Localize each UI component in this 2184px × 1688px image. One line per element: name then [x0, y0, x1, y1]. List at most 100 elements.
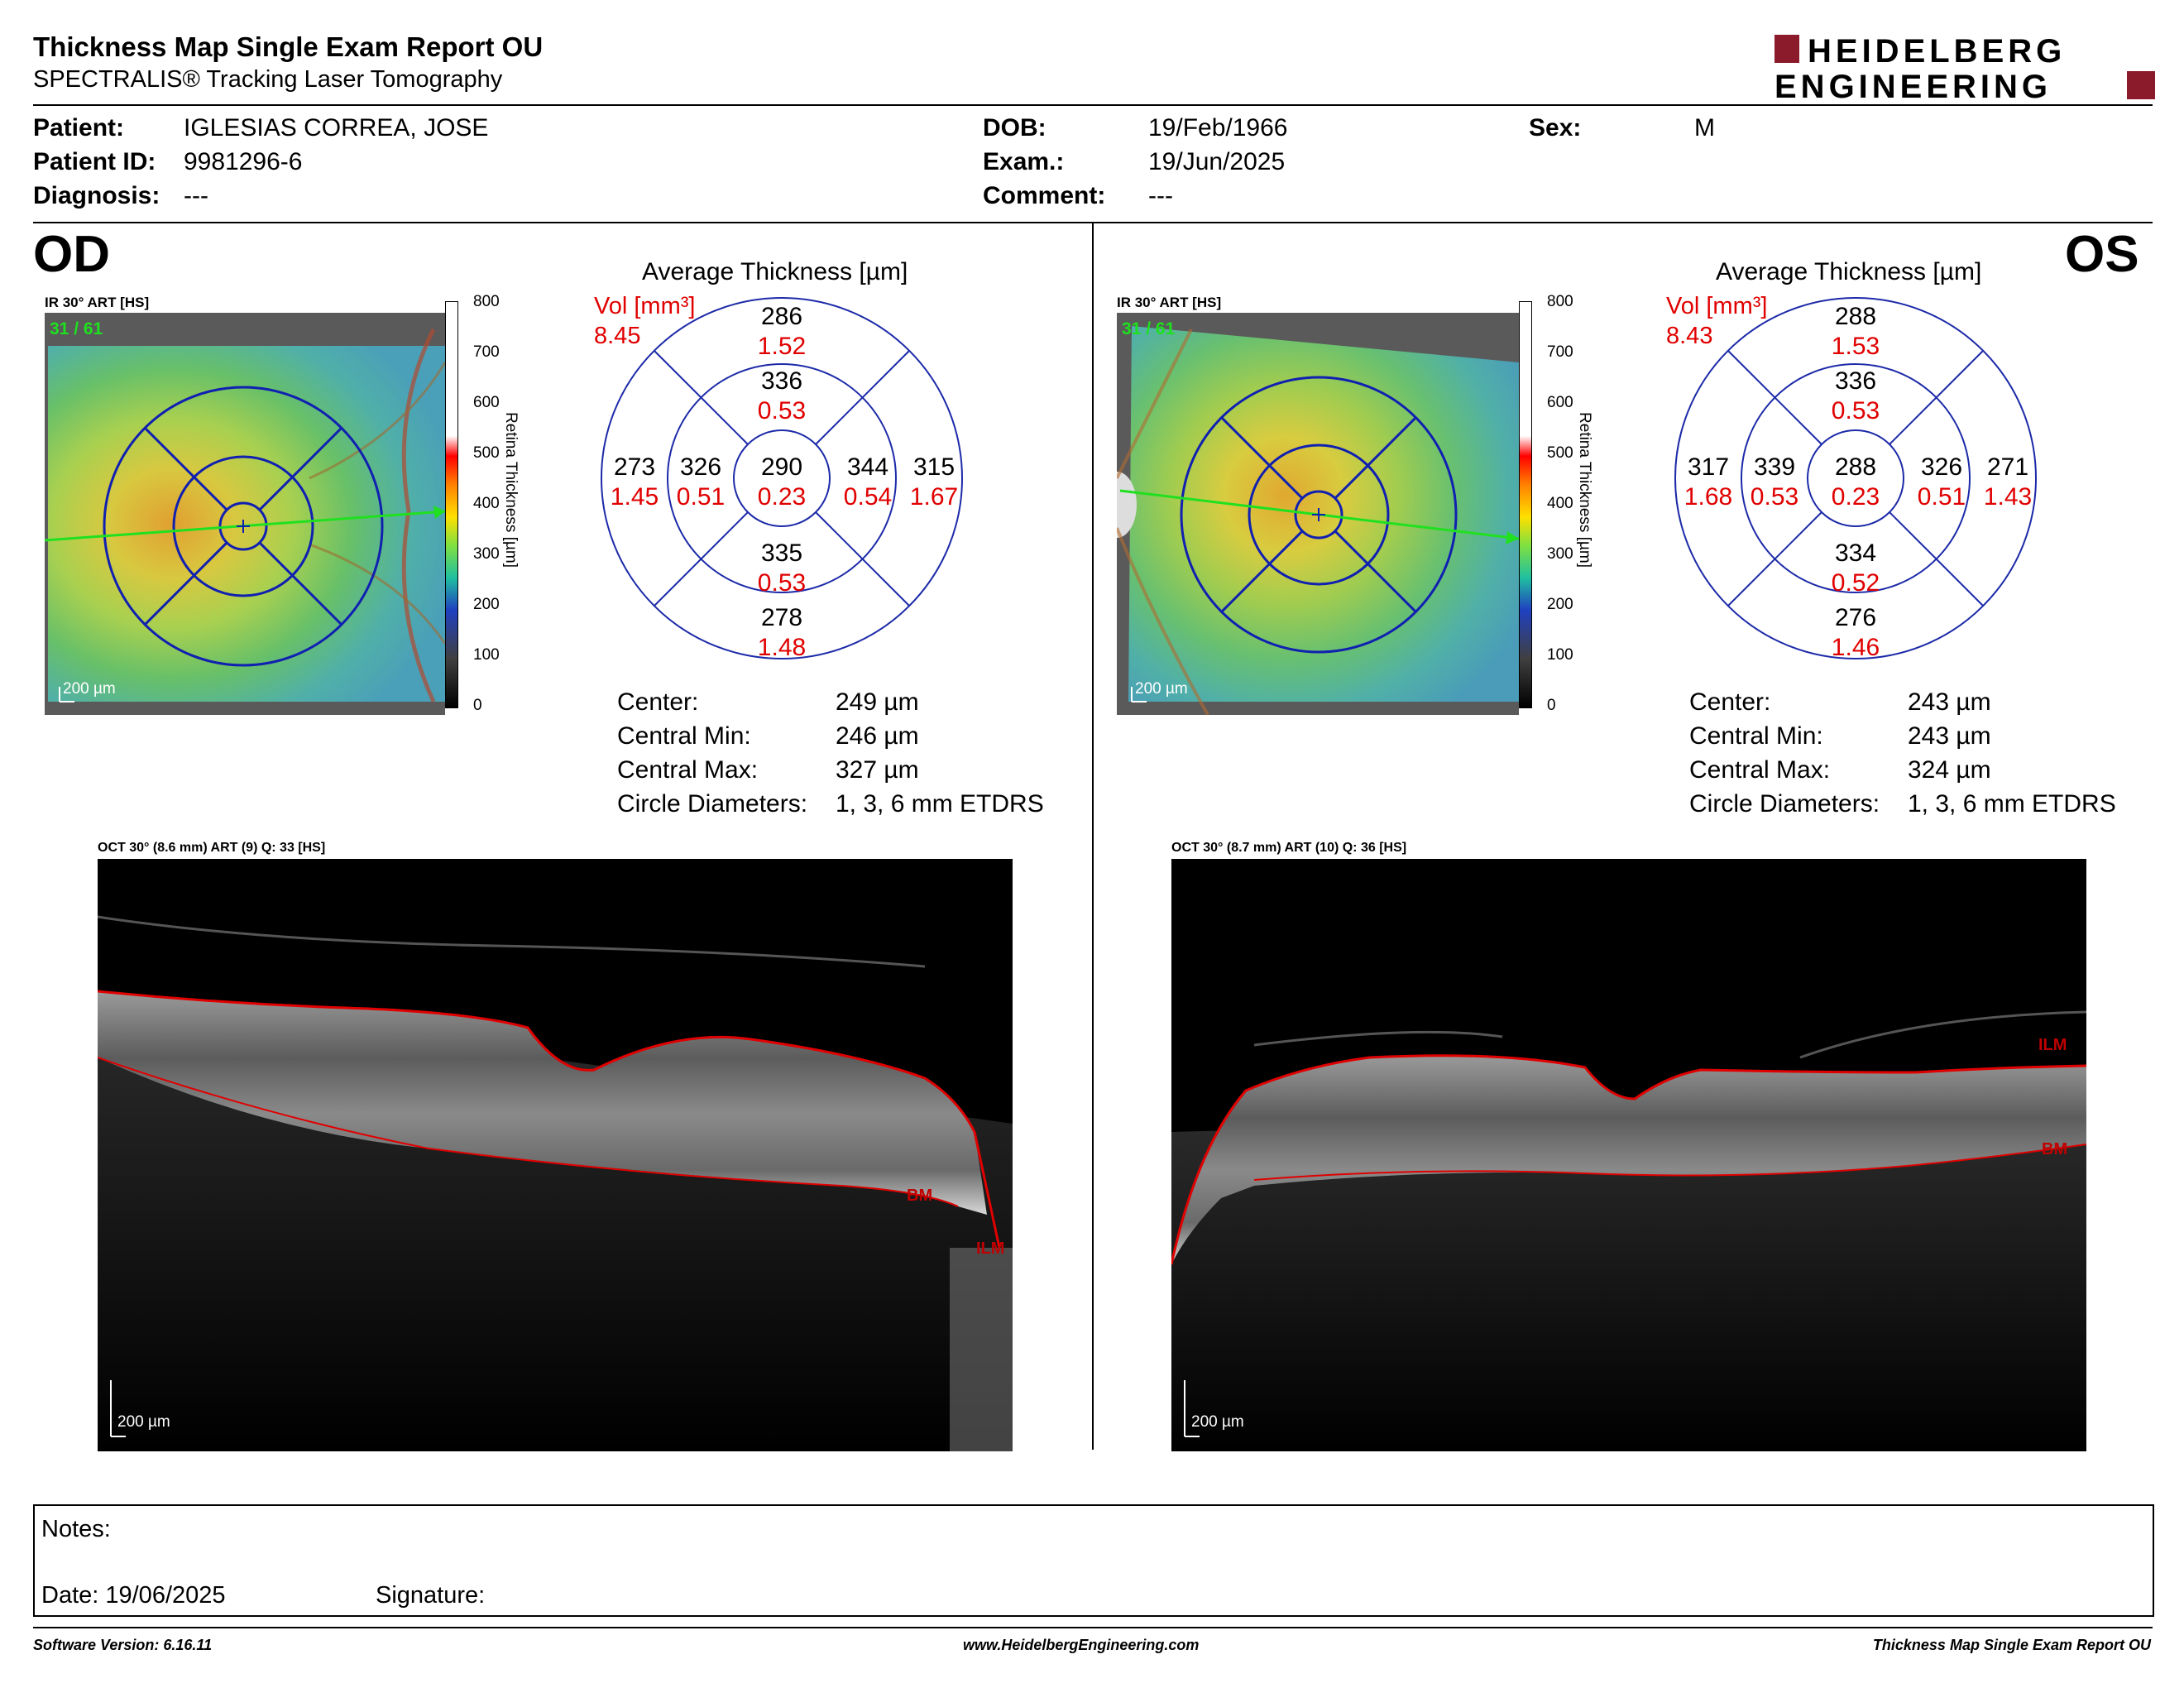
od-vol-label: Vol [mm³] [594, 293, 696, 319]
os-oct-title: OCT 30° (8.7 mm) ART (10) Q: 36 [HS] [1171, 841, 1407, 855]
os-outer-left-volume: 1.68 [1684, 483, 1733, 511]
od-inner-top-volume: 0.53 [757, 397, 807, 424]
logo-line2: ENGINEERING [1774, 69, 2052, 103]
od-outer-left-volume: 1.45 [610, 483, 659, 511]
exam-label: Exam.: [983, 148, 1065, 175]
os-inner-left-volume: 0.53 [1750, 483, 1799, 511]
os-outer-top-volume: 1.53 [1831, 333, 1880, 360]
od-stat-max-label: Central Max: [617, 756, 759, 784]
od-inner-right-volume: 0.54 [843, 483, 893, 511]
od-stat-center-label: Center: [617, 688, 699, 716]
od-inner-left-volume: 0.51 [676, 483, 726, 511]
od-stat-max-value: 327 µm [836, 756, 919, 784]
od-center-thickness: 290 [760, 453, 803, 481]
od-stat-min-value: 246 µm [836, 722, 919, 750]
os-colorbar-title: Retina Thickness [µm] [1576, 412, 1593, 568]
os-stat-diam-label: Circle Diameters: [1689, 790, 1880, 818]
os-outer-bottom-thickness: 276 [1834, 604, 1877, 631]
od-tick-700: 700 [473, 343, 500, 361]
od-vol-total: 8.45 [594, 323, 641, 349]
patient-label: Patient: [33, 114, 125, 141]
od-avg-title: Average Thickness [µm] [642, 258, 908, 285]
od-tick-0: 0 [473, 697, 482, 714]
os-outer-bottom-volume: 1.46 [1831, 634, 1880, 661]
od-tick-400: 400 [473, 495, 500, 512]
od-oct-scan: BM ILM 200 µm [97, 859, 1013, 1451]
od-outer-left-thickness: 273 [613, 453, 656, 481]
od-tick-500: 500 [473, 444, 500, 462]
os-ir-label: IR 30° ART [HS] [1117, 295, 1222, 310]
os-tick-300: 300 [1547, 545, 1573, 563]
dob-label: DOB: [983, 114, 1046, 141]
od-tick-200: 200 [473, 596, 500, 613]
os-inner-left-thickness: 339 [1753, 453, 1796, 481]
od-frame-counter: 31 / 61 [50, 319, 103, 338]
os-outer-left-thickness: 317 [1687, 453, 1730, 481]
os-vol-label: Vol [mm³] [1666, 293, 1768, 319]
os-avg-title: Average Thickness [µm] [1716, 258, 1982, 285]
os-inner-right-volume: 0.51 [1917, 483, 1966, 511]
info-divider [33, 222, 2153, 223]
os-tick-100: 100 [1547, 646, 1573, 664]
os-inner-bottom-volume: 0.52 [1831, 569, 1880, 597]
os-tick-700: 700 [1547, 343, 1573, 361]
os-stat-diam-value: 1, 3, 6 mm ETDRS [1908, 790, 2116, 818]
od-inner-top-thickness: 336 [760, 367, 803, 395]
od-stat-min-label: Central Min: [617, 722, 751, 750]
os-oct-scale: 200 µm [1191, 1413, 1244, 1431]
od-outer-top-thickness: 286 [760, 303, 803, 330]
od-stat-diam-label: Circle Diameters: [617, 790, 808, 818]
od-stat-center-value: 249 µm [836, 688, 919, 716]
os-oct-scan: ILM BM 200 µm [1170, 859, 2087, 1451]
eye-label-od: OD [33, 226, 110, 283]
od-center-volume: 0.23 [757, 483, 807, 511]
od-oct-bm-label: BM [907, 1187, 933, 1205]
od-tick-800: 800 [473, 293, 500, 310]
od-oct-ilm-label: ILM [976, 1240, 1005, 1258]
os-inner-top-volume: 0.53 [1831, 397, 1880, 424]
notes-label: Notes: [41, 1516, 111, 1542]
patient-value: IGLESIAS CORREA, JOSE [184, 114, 489, 141]
os-center-thickness: 288 [1834, 453, 1877, 481]
comment-label: Comment: [983, 182, 1106, 209]
diagnosis-label: Diagnosis: [33, 182, 160, 209]
os-fundus-map: 31 / 61 200 µm [1097, 313, 1520, 716]
os-oct-ilm-label: ILM [2038, 1036, 2067, 1054]
os-oct-bm-label: BM [2042, 1140, 2068, 1158]
os-inner-top-thickness: 336 [1834, 367, 1877, 395]
heidelberg-logo: HEIDELBERG ENGINEERING [1774, 31, 2155, 105]
os-tick-200: 200 [1547, 596, 1573, 613]
diagnosis-value: --- [184, 182, 208, 209]
os-tick-600: 600 [1547, 394, 1573, 411]
os-tick-0: 0 [1547, 697, 1556, 714]
od-colorbar-title: Retina Thickness [µm] [502, 412, 520, 568]
os-frame-counter: 31 / 61 [1122, 319, 1176, 338]
os-outer-right-thickness: 271 [1986, 453, 2029, 481]
report-subtitle: SPECTRALIS® Tracking Laser Tomography [33, 66, 503, 93]
os-colorbar: 800 700 600 500 400 300 200 100 0 Retina… [1519, 293, 1602, 715]
comment-value: --- [1148, 182, 1173, 209]
patient-id-value: 9981296-6 [184, 148, 303, 175]
date-label: Date: 19/06/2025 [41, 1582, 226, 1609]
os-map-scale: 200 µm [1135, 680, 1188, 698]
od-fundus-map: 31 / 61 200 µm [44, 313, 470, 715]
od-map-scale: 200 µm [63, 680, 116, 698]
os-stat-max-value: 324 µm [1908, 756, 1991, 784]
od-tick-600: 600 [473, 394, 500, 411]
dob-value: 19/Feb/1966 [1148, 114, 1288, 141]
od-stat-diam-value: 1, 3, 6 mm ETDRS [836, 790, 1044, 818]
od-outer-bottom-thickness: 278 [760, 604, 803, 631]
exam-value: 19/Jun/2025 [1148, 148, 1286, 175]
footer-software-version: Software Version: 6.16.11 [33, 1637, 213, 1653]
os-tick-400: 400 [1547, 495, 1573, 512]
od-outer-right-thickness: 315 [912, 453, 956, 481]
logo-line1: HEIDELBERG [1808, 33, 2066, 70]
od-oct-scale: 200 µm [117, 1413, 170, 1431]
od-tick-100: 100 [473, 646, 500, 664]
od-colorbar: 800 700 600 500 400 300 200 100 0 Retina… [445, 293, 528, 715]
od-inner-left-thickness: 326 [679, 453, 722, 481]
od-inner-bottom-thickness: 335 [760, 539, 803, 567]
sex-label: Sex: [1529, 114, 1582, 141]
notes-box[interactable]: Notes: Date: 19/06/2025 Signature: [33, 1504, 2154, 1617]
footer-url[interactable]: www.HeidelbergEngineering.com [963, 1637, 1200, 1653]
